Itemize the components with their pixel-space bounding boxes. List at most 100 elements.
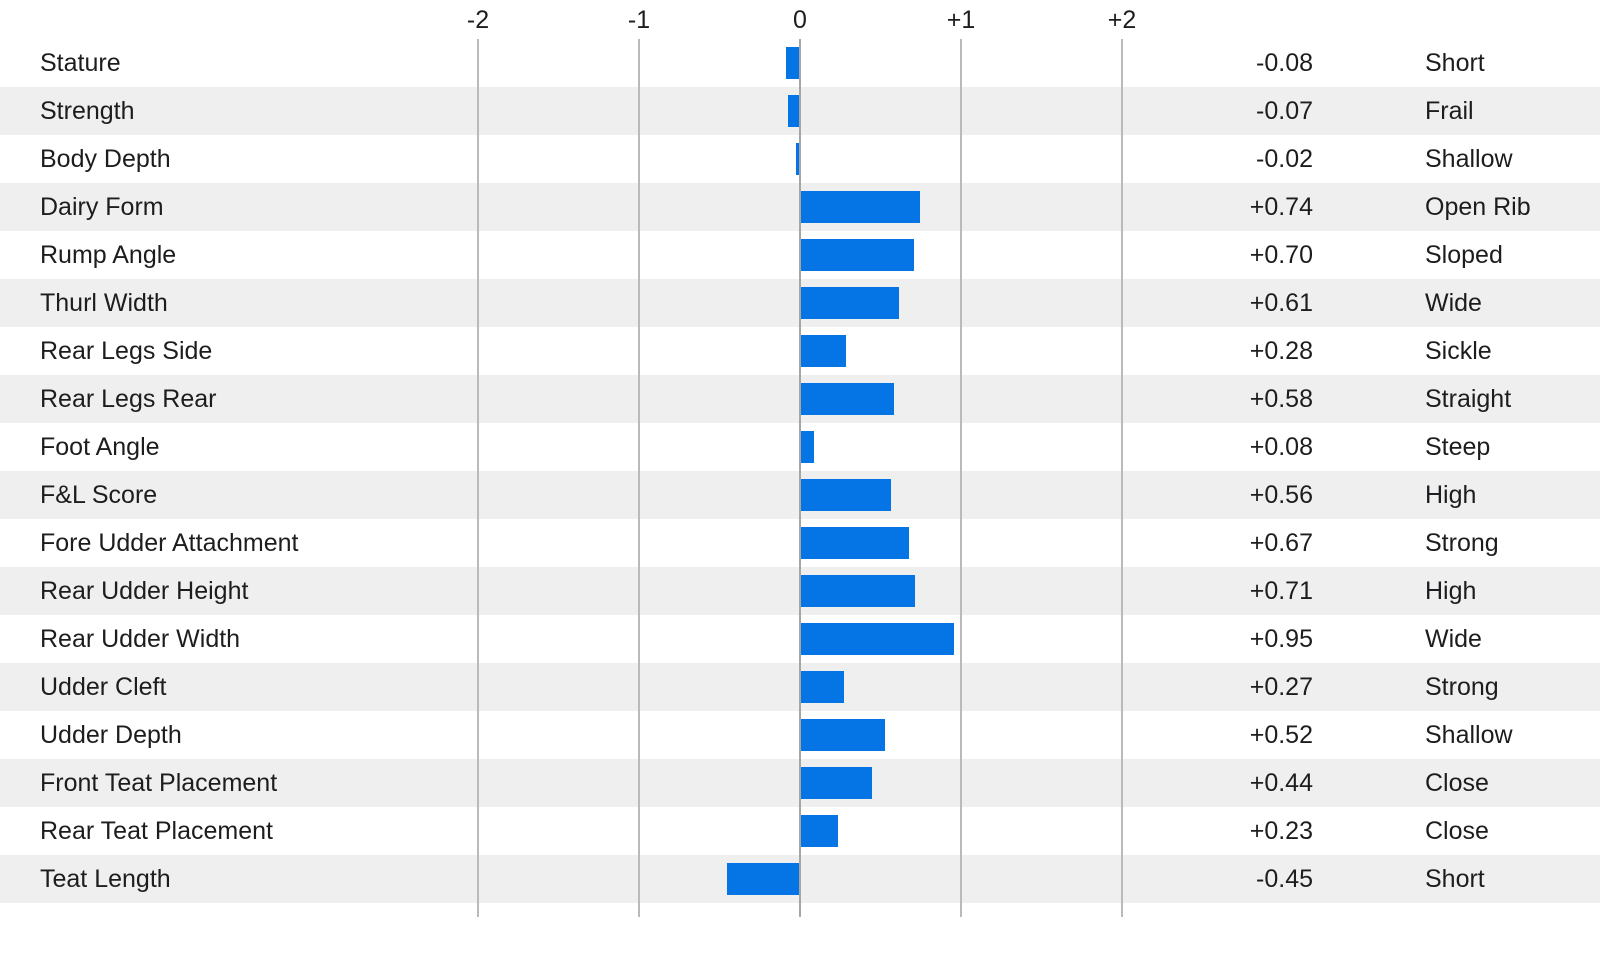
trait-row: Rear Udder Width +0.95 Wide (0, 615, 1600, 663)
trait-value: +0.71 (1249, 577, 1313, 605)
trait-descriptor: Straight (1425, 385, 1512, 413)
trait-descriptor: Shallow (1425, 145, 1513, 173)
trait-value: +0.74 (1249, 193, 1313, 221)
trait-descriptor: Close (1425, 769, 1489, 797)
trait-value: -0.45 (1256, 865, 1313, 893)
trait-bar (801, 767, 872, 799)
trait-value: -0.02 (1256, 145, 1313, 173)
trait-label: Rear Legs Rear (40, 385, 217, 413)
trait-bar (787, 95, 799, 127)
trait-label: Front Teat Placement (40, 769, 278, 797)
trait-label: Fore Udder Attachment (40, 529, 299, 557)
trait-bar (801, 671, 845, 703)
trait-label: Foot Angle (40, 433, 160, 461)
axis-tick-label: -2 (466, 6, 490, 34)
trait-descriptor: Short (1425, 865, 1485, 893)
trait-bar (786, 47, 799, 79)
axis-tick-label: +1 (946, 6, 976, 34)
trait-row: Stature -0.08 Short (0, 39, 1600, 87)
trait-label: Rear Udder Height (40, 577, 249, 605)
trait-bar (801, 575, 916, 607)
trait-descriptor: Strong (1425, 673, 1499, 701)
trait-bar (801, 815, 839, 847)
trait-bar (801, 383, 895, 415)
trait-descriptor: Short (1425, 49, 1485, 77)
trait-row: Body Depth -0.02 Shallow (0, 135, 1600, 183)
trait-bar (801, 239, 914, 271)
trait-label: F&L Score (40, 481, 158, 509)
trait-row: Thurl Width +0.61 Wide (0, 279, 1600, 327)
trait-label: Rear Legs Side (40, 337, 213, 365)
trait-value: +0.23 (1249, 817, 1313, 845)
trait-value: +0.58 (1249, 385, 1313, 413)
trait-descriptor: High (1425, 577, 1477, 605)
trait-descriptor: Frail (1425, 97, 1474, 125)
trait-label: Strength (40, 97, 135, 125)
trait-value: +0.08 (1249, 433, 1313, 461)
trait-row: Rear Udder Height +0.71 High (0, 567, 1600, 615)
trait-value: +0.70 (1249, 241, 1313, 269)
trait-row: Teat Length -0.45 Short (0, 855, 1600, 903)
trait-label: Thurl Width (40, 289, 168, 317)
trait-row: Dairy Form +0.74 Open Rib (0, 183, 1600, 231)
trait-descriptor: Sloped (1425, 241, 1503, 269)
trait-bar (801, 431, 814, 463)
trait-bar (801, 191, 921, 223)
trait-value: +0.95 (1249, 625, 1313, 653)
trait-value: +0.44 (1249, 769, 1313, 797)
trait-bar (795, 143, 799, 175)
trait-descriptor: Wide (1425, 289, 1482, 317)
trait-row: Strength -0.07 Frail (0, 87, 1600, 135)
trait-descriptor: Wide (1425, 625, 1482, 653)
trait-value: +0.67 (1249, 529, 1313, 557)
trait-row: Rump Angle +0.70 Sloped (0, 231, 1600, 279)
axis-tick-label: -1 (627, 6, 651, 34)
trait-row: F&L Score +0.56 High (0, 471, 1600, 519)
trait-bar (801, 287, 900, 319)
trait-label: Udder Cleft (40, 673, 167, 701)
trait-label: Dairy Form (40, 193, 164, 221)
trait-bar (801, 623, 954, 655)
trait-label: Rear Udder Width (40, 625, 241, 653)
trait-value: +0.27 (1249, 673, 1313, 701)
trait-label: Teat Length (40, 865, 171, 893)
trait-bar (801, 335, 847, 367)
trait-value: +0.52 (1249, 721, 1313, 749)
trait-descriptor: High (1425, 481, 1477, 509)
gridline (1121, 39, 1123, 917)
gridline (477, 39, 479, 917)
trait-descriptor: Open Rib (1425, 193, 1531, 221)
trait-bar (801, 479, 892, 511)
gridline (638, 39, 640, 917)
trait-label: Rear Teat Placement (40, 817, 273, 845)
trait-bar (801, 527, 909, 559)
trait-value: +0.56 (1249, 481, 1313, 509)
zero-gridline (799, 39, 801, 917)
trait-label: Rump Angle (40, 241, 177, 269)
trait-value: +0.61 (1249, 289, 1313, 317)
trait-row: Front Teat Placement +0.44 Close (0, 759, 1600, 807)
trait-row: Rear Legs Rear +0.58 Straight (0, 375, 1600, 423)
trait-descriptor: Strong (1425, 529, 1499, 557)
axis-tick-label: 0 (793, 6, 807, 34)
trait-bar (801, 719, 885, 751)
trait-value: -0.07 (1256, 97, 1313, 125)
axis-tick-label: +2 (1107, 6, 1137, 34)
trait-row: Fore Udder Attachment +0.67 Strong (0, 519, 1600, 567)
trait-bar (726, 863, 799, 895)
trait-value: -0.08 (1256, 49, 1313, 77)
trait-descriptor: Shallow (1425, 721, 1513, 749)
trait-row: Udder Cleft +0.27 Strong (0, 663, 1600, 711)
trait-descriptor: Sickle (1425, 337, 1492, 365)
trait-row: Udder Depth +0.52 Shallow (0, 711, 1600, 759)
trait-row: Rear Teat Placement +0.23 Close (0, 807, 1600, 855)
trait-label: Stature (40, 49, 121, 77)
trait-row: Rear Legs Side +0.28 Sickle (0, 327, 1600, 375)
gridline (960, 39, 962, 917)
trait-row: Foot Angle +0.08 Steep (0, 423, 1600, 471)
trait-label: Udder Depth (40, 721, 182, 749)
